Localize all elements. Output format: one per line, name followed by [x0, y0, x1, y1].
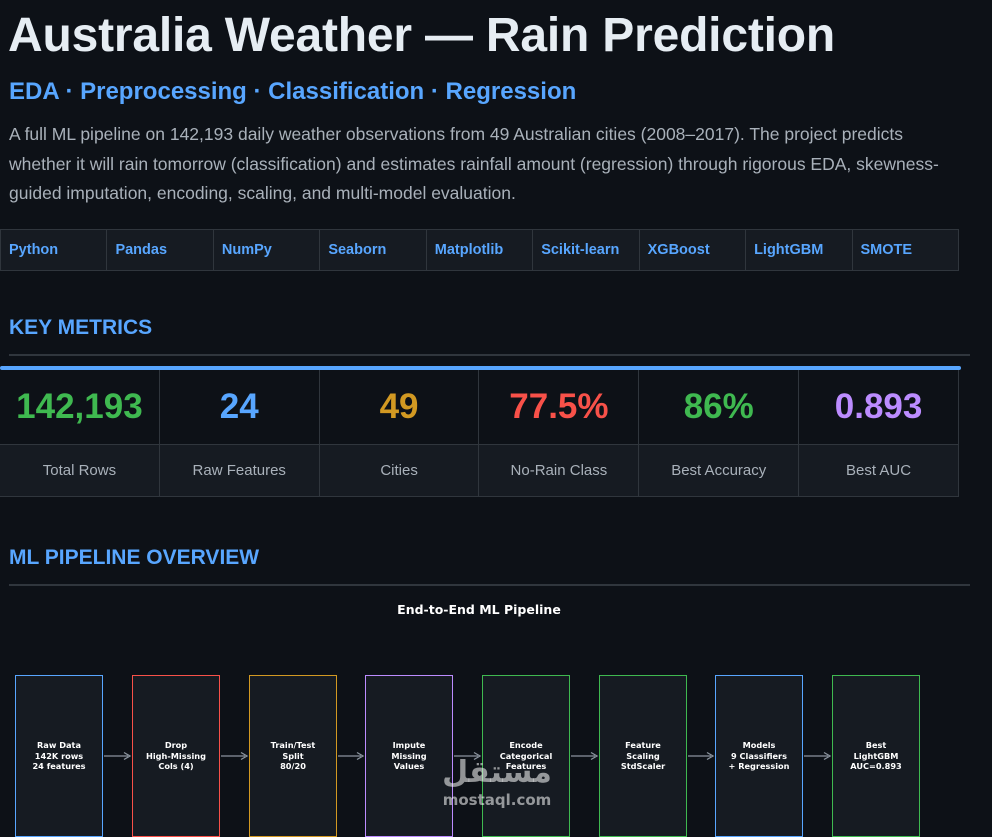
page-title: Australia Weather — Rain Prediction	[8, 9, 835, 62]
tag-xgboost: XGBoost	[640, 230, 747, 270]
mostaql-watermark: مستقل mostaql.com	[432, 755, 562, 825]
tech-stack-tags: Python Pandas NumPy Seaborn Matplotlib S…	[0, 229, 959, 271]
metric-value: 77.5%	[479, 370, 639, 445]
metric-value: 49	[319, 370, 479, 445]
metric-label: Best Accuracy	[639, 445, 799, 496]
key-metrics-grid: 142,193 Total Rows 24 Raw Features 49 Ci…	[0, 370, 959, 497]
pipeline-step-encode: Encode Categorical Features	[482, 675, 570, 837]
tag-scikit-learn: Scikit-learn	[533, 230, 640, 270]
metric-value: 142,193	[0, 370, 159, 445]
metric-label: Total Rows	[0, 445, 159, 496]
tag-numpy: NumPy	[214, 230, 321, 270]
section-divider	[9, 584, 970, 586]
metric-card: 49 Cities	[319, 370, 480, 497]
metric-label: Best AUC	[799, 445, 958, 496]
metrics-accent-bar	[0, 366, 961, 370]
watermark-latin: mostaql.com	[442, 791, 552, 809]
metric-card: 86% Best Accuracy	[639, 370, 800, 497]
pipeline-step-raw-data: Raw Data 142K rows 24 features	[15, 675, 103, 837]
page-subtitle: EDA · Preprocessing · Classification · R…	[9, 78, 577, 105]
metric-label: No-Rain Class	[479, 445, 639, 496]
metric-label: Cities	[319, 445, 479, 496]
tag-seaborn: Seaborn	[320, 230, 427, 270]
pipeline-chart-title: End-to-End ML Pipeline	[397, 602, 561, 617]
arrow-right-icon	[221, 751, 249, 761]
pipeline-step-drop-cols: Drop High-Missing Cols (4)	[132, 675, 220, 837]
arrow-right-icon	[571, 751, 599, 761]
metric-value: 24	[159, 370, 319, 445]
metric-value: 0.893	[799, 370, 958, 445]
metric-card: 142,193 Total Rows	[0, 370, 160, 497]
watermark-arabic: مستقل	[442, 755, 552, 790]
arrow-right-icon	[804, 751, 832, 761]
tag-smote: SMOTE	[860, 242, 913, 258]
metric-value: 86%	[639, 370, 799, 445]
metric-label: Raw Features	[159, 445, 319, 496]
pipeline-step-impute: Impute Missing Values	[365, 675, 453, 837]
arrow-right-icon	[338, 751, 365, 761]
metric-card: 77.5% No-Rain Class	[479, 370, 640, 497]
metric-card: 24 Raw Features	[159, 370, 320, 497]
arrow-right-icon	[688, 751, 715, 761]
arrow-right-icon	[104, 751, 132, 761]
pipeline-heading: ML PIPELINE OVERVIEW	[9, 546, 260, 569]
project-description: A full ML pipeline on 142,193 daily weat…	[9, 124, 939, 203]
pipeline-step-models: Models 9 Classifiers + Regression	[715, 675, 803, 837]
pipeline-step-split: Train/Test Split 80/20	[249, 675, 337, 837]
tag-lightgbm: LightGBM	[746, 230, 853, 270]
arrow-right-icon	[454, 751, 482, 761]
metric-card: 0.893 Best AUC	[799, 370, 959, 497]
tag-python: Python	[1, 230, 108, 270]
pipeline-step-best-model: Best LightGBM AUC=0.893	[832, 675, 920, 837]
pipeline-step-scaling: Feature Scaling StdScaler	[599, 675, 687, 837]
key-metrics-heading: KEY METRICS	[9, 316, 153, 339]
tag-pandas: Pandas	[107, 230, 214, 270]
tag-matplotlib: Matplotlib	[427, 230, 534, 270]
section-divider	[9, 354, 970, 356]
